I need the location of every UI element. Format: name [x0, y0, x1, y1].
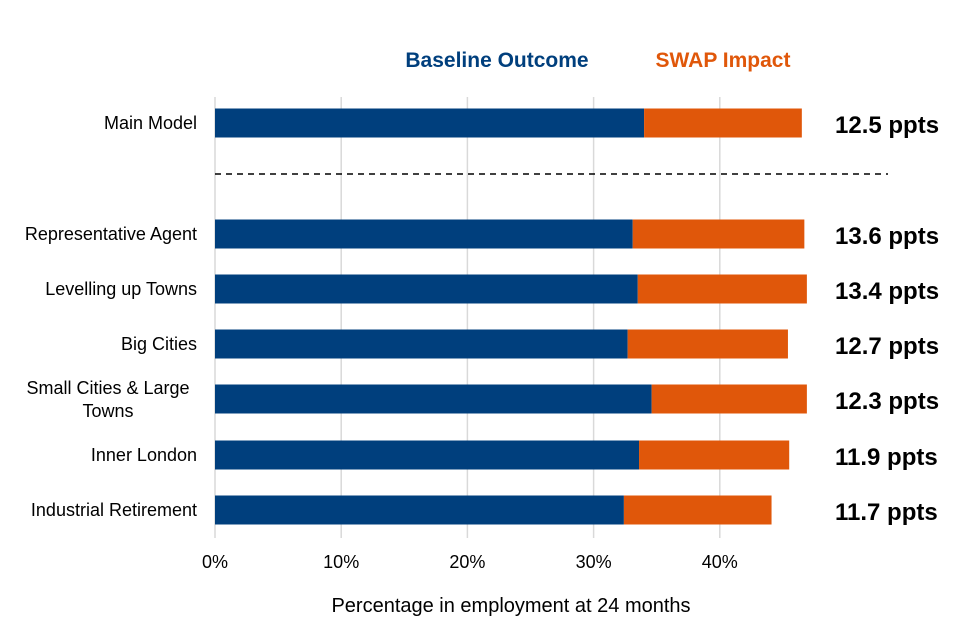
- category-label: Industrial Retirement: [31, 500, 197, 520]
- bar-baseline-outcome: [215, 219, 633, 249]
- data-label: 13.4 ppts: [835, 278, 939, 305]
- bar-baseline-outcome: [215, 495, 624, 525]
- bar-baseline-outcome: [215, 274, 638, 304]
- bar-baseline-outcome: [215, 329, 628, 359]
- legend-baseline-outcome: Baseline Outcome: [405, 49, 588, 72]
- bar-swap-impact: [623, 495, 772, 525]
- bar-swap-impact: [632, 219, 805, 249]
- x-tick-label: 20%: [449, 552, 485, 572]
- bar-baseline-outcome: [215, 108, 645, 138]
- x-axis-title: Percentage in employment at 24 months: [331, 595, 690, 617]
- category-label: Big Cities: [121, 334, 197, 354]
- data-label: 12.7 ppts: [835, 333, 939, 360]
- x-tick-label: 30%: [576, 552, 612, 572]
- bar-swap-impact: [639, 440, 790, 470]
- bar-baseline-outcome: [215, 384, 652, 414]
- bar-baseline-outcome: [215, 440, 640, 470]
- bar-swap-impact: [644, 108, 802, 138]
- x-tick-label: 40%: [702, 552, 738, 572]
- legend-swap-impact: SWAP Impact: [656, 49, 791, 72]
- category-label: Main Model: [104, 113, 197, 133]
- data-label: 11.9 ppts: [835, 444, 938, 471]
- category-label: Representative Agent: [25, 224, 197, 244]
- bar-swap-impact: [651, 384, 807, 414]
- category-label: Small Cities & Large Towns: [26, 378, 189, 421]
- category-label: Levelling up Towns: [45, 279, 197, 299]
- bar-swap-impact: [627, 329, 788, 359]
- data-label: 11.7 ppts: [835, 499, 938, 526]
- data-label: 12.5 ppts: [835, 112, 939, 139]
- data-label: 13.6 ppts: [835, 223, 939, 250]
- x-tick-label: 0%: [202, 552, 228, 572]
- data-label: 12.3 ppts: [835, 388, 939, 415]
- x-tick-label: 10%: [323, 552, 359, 572]
- category-label: Inner London: [91, 445, 197, 465]
- bar-swap-impact: [637, 274, 807, 304]
